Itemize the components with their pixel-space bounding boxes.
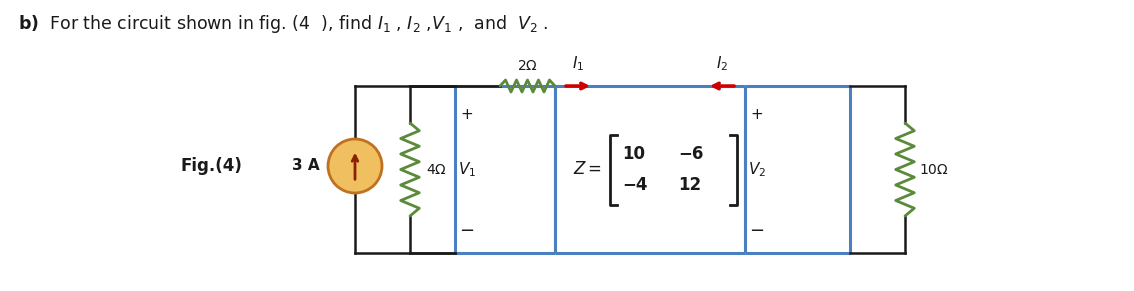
Text: −4: −4 bbox=[623, 177, 648, 194]
Text: $10\Omega$: $10\Omega$ bbox=[919, 162, 949, 177]
Text: $V_1$: $V_1$ bbox=[458, 160, 476, 179]
Text: −: − bbox=[459, 222, 474, 240]
Text: $4\Omega$: $4\Omega$ bbox=[426, 162, 447, 177]
Text: 12: 12 bbox=[678, 177, 702, 194]
Text: $Z{=}$: $Z{=}$ bbox=[573, 161, 602, 178]
Text: 10: 10 bbox=[623, 145, 645, 162]
Text: $\mathbf{b)}$  For the circuit shown in fig. (4  ), find $I_1$ , $I_2$ ,$V_1$ , : $\mathbf{b)}$ For the circuit shown in f… bbox=[18, 13, 549, 35]
Text: $V_2$: $V_2$ bbox=[748, 160, 767, 179]
Text: $I_1$: $I_1$ bbox=[572, 54, 584, 73]
Text: Fig.(4): Fig.(4) bbox=[180, 157, 242, 175]
Text: −: − bbox=[750, 222, 764, 240]
Text: +: + bbox=[751, 107, 763, 122]
Text: −6: −6 bbox=[678, 145, 704, 162]
Text: $I_2$: $I_2$ bbox=[716, 54, 728, 73]
Text: +: + bbox=[460, 107, 473, 122]
Circle shape bbox=[328, 139, 382, 193]
Text: $2\Omega$: $2\Omega$ bbox=[517, 59, 538, 73]
Text: 3 A: 3 A bbox=[293, 159, 320, 173]
